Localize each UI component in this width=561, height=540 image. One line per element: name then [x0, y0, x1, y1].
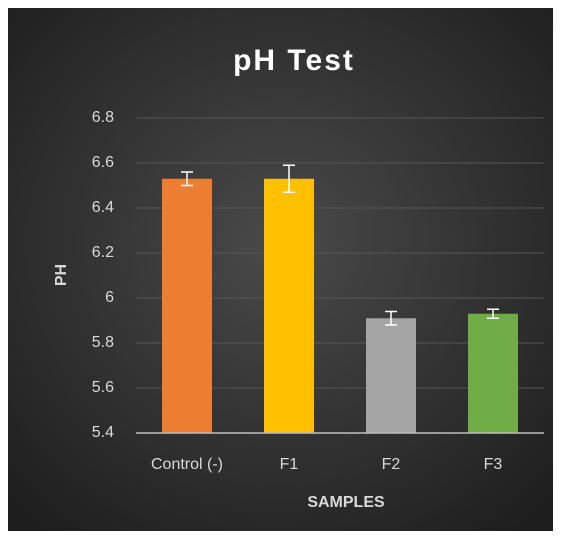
bar [264, 178, 314, 433]
y-tick-label: 5.4 [92, 424, 114, 441]
bar [468, 313, 518, 433]
y-tick-label: 6.6 [92, 154, 114, 171]
error-bar [283, 164, 295, 193]
x-tick-label: F3 [484, 456, 503, 473]
y-tick-label: 5.8 [92, 334, 114, 351]
error-bar [181, 171, 193, 187]
x-tick-label: F1 [280, 456, 299, 473]
y-tick-label: 6.8 [92, 109, 114, 126]
y-tick-label: 5.6 [92, 379, 114, 396]
x-axis-label: SAMPLES [307, 494, 385, 511]
chart-title: pH Test [233, 44, 355, 77]
y-tick-label: 6.4 [92, 199, 114, 216]
bar [366, 318, 416, 433]
error-bar [385, 310, 397, 326]
y-axis-label: PH [53, 264, 70, 286]
x-tick-label: Control (-) [151, 456, 223, 473]
bar [162, 178, 212, 433]
y-tick-label: 6 [105, 289, 114, 306]
error-bar [487, 308, 499, 319]
x-tick-label: F2 [382, 456, 401, 473]
y-tick-label: 6.2 [92, 244, 114, 261]
